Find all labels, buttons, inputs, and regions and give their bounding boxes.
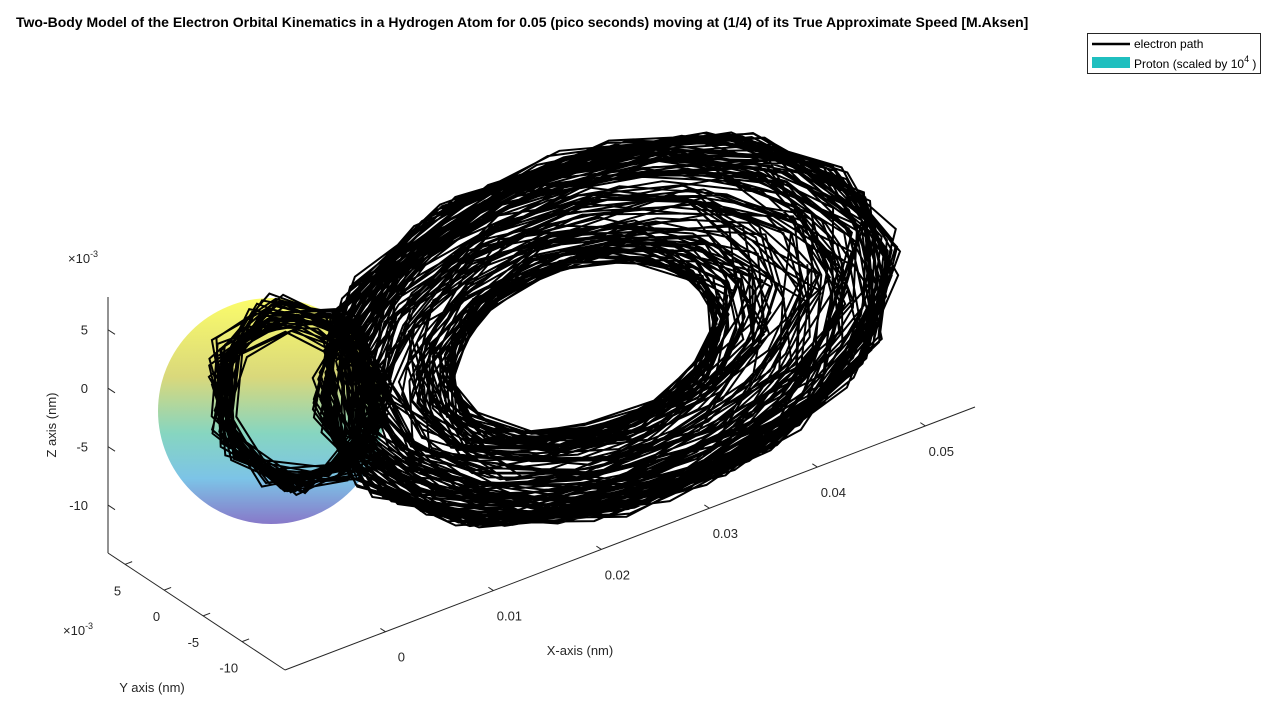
- legend-label-exponent: 4: [1244, 54, 1249, 64]
- y-tick: [241, 638, 250, 643]
- y-tick: [163, 586, 172, 591]
- legend-label: electron path: [1134, 37, 1203, 51]
- x-tick: [704, 504, 710, 509]
- legend-label-text: Proton (scaled by 10: [1134, 57, 1244, 71]
- x-axis-label: X-axis (nm): [547, 643, 613, 658]
- x-tick-label: 0.03: [713, 526, 738, 541]
- legend-label: Proton (scaled by 104 ): [1134, 54, 1256, 71]
- multiplier-base: ×10: [63, 623, 85, 638]
- x-tick-label: 0.01: [497, 609, 522, 624]
- x-tick-label: 0.05: [929, 444, 954, 459]
- z-tick-label: -10: [69, 498, 88, 513]
- x-tick: [596, 545, 602, 550]
- chart-title: Two-Body Model of the Electron Orbital K…: [16, 14, 1028, 30]
- y-axis-line: [107, 552, 286, 671]
- x-tick: [380, 628, 386, 633]
- multiplier-exponent: -3: [85, 621, 93, 631]
- z-tick-label: 5: [81, 323, 88, 338]
- x-tick: [920, 422, 926, 427]
- z-tick-label: -5: [76, 440, 88, 455]
- x-tick-label: 0.02: [605, 567, 630, 582]
- plot-area: 0 0.01 0.02 0.03 0.04 0.05 -10 -5 0 5 -10 -5 0 5: [69, 131, 976, 676]
- z-tick-label: 0: [81, 381, 88, 396]
- z-tick: [107, 446, 116, 452]
- y-tick-label: 5: [114, 583, 121, 598]
- y-tick-label: 0: [153, 609, 160, 624]
- z-tick: [107, 387, 116, 394]
- x-tick: [812, 463, 818, 468]
- z-multiplier: ×10-3: [68, 249, 98, 266]
- legend-label-suffix: ): [1249, 57, 1256, 71]
- z-axis-label: Z axis (nm): [44, 393, 59, 458]
- x-tick-label: 0: [398, 650, 405, 665]
- y-multiplier: ×10-3: [63, 621, 93, 638]
- electron-path: [207, 131, 902, 529]
- y-tick: [202, 612, 211, 617]
- y-tick: [124, 561, 133, 565]
- y-tick-label: -5: [188, 635, 200, 650]
- y-tick-label: -10: [219, 661, 238, 676]
- z-tick: [107, 504, 116, 511]
- legend: electron path Proton (scaled by 104 ): [1087, 33, 1261, 74]
- multiplier-base: ×10: [68, 251, 90, 266]
- z-tick: [107, 329, 116, 335]
- x-tick: [488, 586, 494, 591]
- x-tick-label: 0.04: [821, 485, 846, 500]
- multiplier-exponent: -3: [90, 249, 98, 259]
- legend-swatch: [1092, 57, 1130, 68]
- x-axis-line: [284, 406, 976, 671]
- y-axis-label: Y axis (nm): [119, 680, 185, 695]
